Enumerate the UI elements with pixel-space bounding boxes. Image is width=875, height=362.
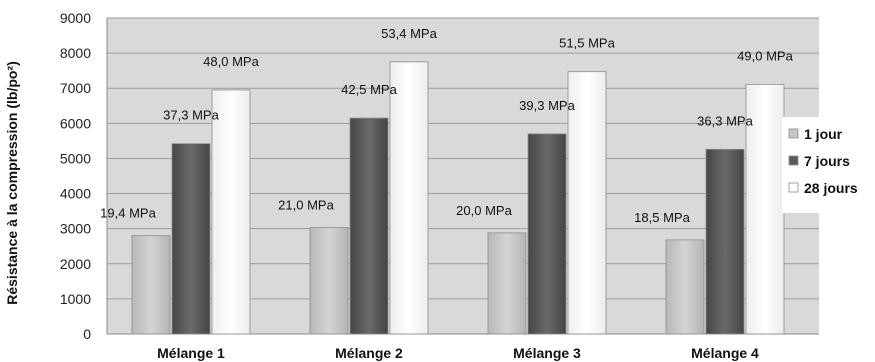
y-tick-label: 0 bbox=[83, 326, 91, 342]
data-label: 51,5 MPa bbox=[559, 36, 615, 51]
legend-swatch bbox=[788, 128, 799, 139]
legend-swatch bbox=[788, 182, 799, 193]
x-tick-label: Mélange 3 bbox=[513, 345, 581, 361]
bar bbox=[309, 227, 349, 335]
data-label: 48,0 MPa bbox=[203, 54, 259, 69]
legend-label: 7 jours bbox=[804, 153, 850, 169]
y-tick-label: 2000 bbox=[60, 256, 91, 272]
data-label: 18,5 MPa bbox=[634, 210, 690, 225]
bar bbox=[567, 71, 607, 335]
y-tick-label: 1000 bbox=[60, 291, 91, 307]
data-label: 49,0 MPa bbox=[737, 48, 793, 63]
y-tick-label: 6000 bbox=[60, 115, 91, 131]
data-label: 42,5 MPa bbox=[341, 82, 397, 97]
data-labels: 19,4 MPa 37,3 MPa 48,0 MPa 21,0 MPa 42,5 MPa… bbox=[100, 26, 793, 225]
legend-label: 28 jours bbox=[804, 180, 858, 196]
bar bbox=[171, 143, 211, 335]
bar bbox=[745, 83, 785, 335]
y-tick-label: 5000 bbox=[60, 150, 91, 166]
bar bbox=[487, 232, 527, 335]
bar bbox=[131, 235, 171, 335]
data-label: 39,3 MPa bbox=[519, 98, 575, 113]
legend-swatch bbox=[788, 155, 799, 166]
bar bbox=[349, 117, 389, 335]
x-tick-label: Mélange 2 bbox=[335, 345, 403, 361]
bars bbox=[131, 61, 785, 335]
x-axis: Mélange 1 Mélange 2 Mélange 3 Mélange 4 bbox=[157, 345, 759, 361]
y-tick-label: 4000 bbox=[60, 186, 91, 202]
data-label: 36,3 MPa bbox=[697, 113, 753, 128]
x-tick-label: Mélange 1 bbox=[157, 345, 225, 361]
y-tick-label: 7000 bbox=[60, 80, 91, 96]
x-tick-label: Mélange 4 bbox=[691, 345, 759, 361]
y-axis-title: Résistance à la compression (lb/po²) bbox=[4, 61, 20, 305]
data-label: 37,3 MPa bbox=[163, 108, 219, 123]
data-label: 19,4 MPa bbox=[100, 206, 156, 221]
bar bbox=[211, 89, 251, 335]
legend: 1 jour 7 jours 28 jours bbox=[782, 117, 875, 213]
data-label: 21,0 MPa bbox=[278, 198, 334, 213]
y-tick-label: 3000 bbox=[60, 221, 91, 237]
y-tick-label: 8000 bbox=[60, 45, 91, 61]
data-label: 53,4 MPa bbox=[381, 26, 437, 41]
data-label: 20,0 MPa bbox=[456, 203, 512, 218]
bar bbox=[705, 148, 745, 335]
bar bbox=[527, 133, 567, 335]
bar bbox=[665, 239, 705, 335]
y-tick-label: 9000 bbox=[60, 10, 91, 26]
legend-label: 1 jour bbox=[804, 126, 843, 142]
bar bbox=[389, 61, 429, 335]
